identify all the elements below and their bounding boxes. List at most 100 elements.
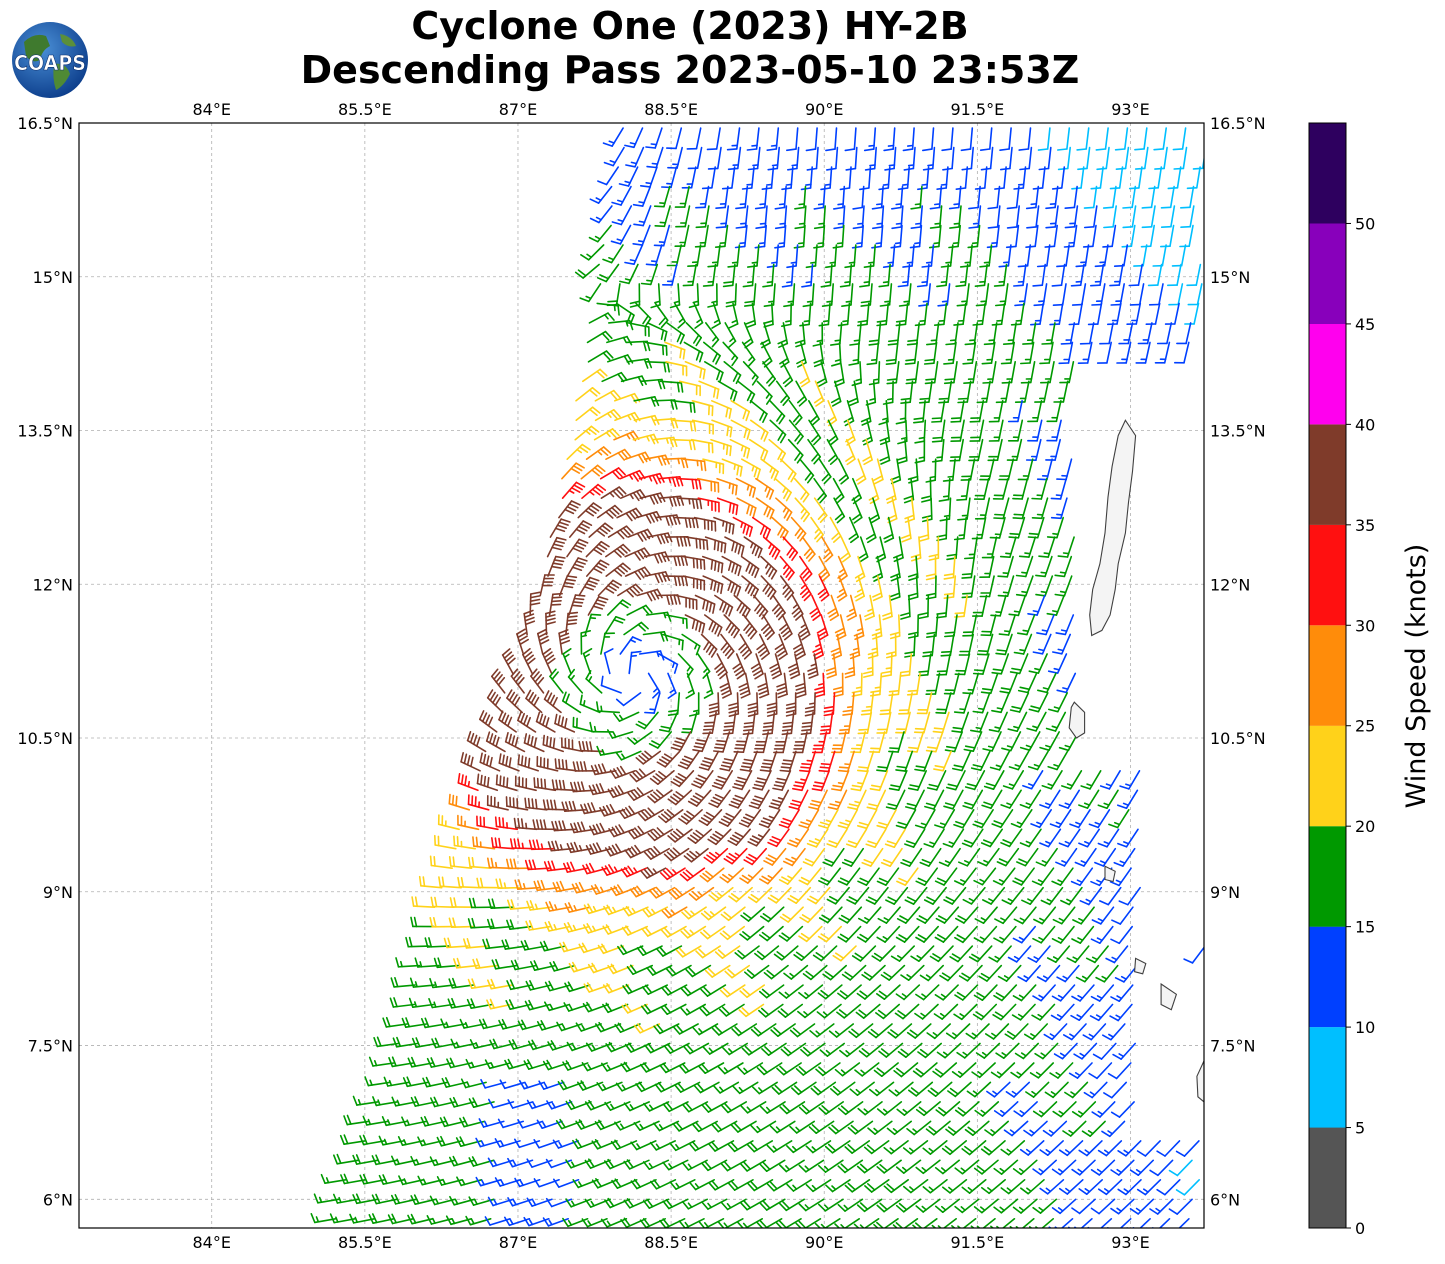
barb-feather — [873, 478, 884, 485]
barb-feather — [782, 759, 794, 762]
barb-feather — [742, 284, 754, 288]
barb-feather — [720, 541, 723, 553]
barb-feather — [1025, 206, 1037, 210]
wind-barb — [603, 146, 625, 167]
wind-barb — [685, 322, 703, 347]
barb-feather — [925, 378, 937, 381]
barb-staff — [1149, 224, 1155, 247]
wind-barb — [624, 451, 651, 464]
barb-feather — [843, 416, 854, 423]
barb-half-feather — [824, 183, 832, 186]
barb-feather — [588, 408, 598, 417]
barb-staff — [1189, 205, 1195, 228]
barb-feather — [913, 417, 925, 421]
wind-barb — [852, 185, 865, 210]
barb-staff — [1015, 185, 1020, 209]
barb-feather — [760, 765, 772, 769]
barb-half-feather — [712, 335, 718, 342]
barb-half-feather — [887, 261, 894, 264]
wind-barb — [1045, 185, 1059, 210]
barb-feather — [692, 334, 700, 344]
wind-barb — [936, 263, 950, 288]
barb-staff — [970, 146, 975, 170]
wind-barb — [1091, 283, 1106, 306]
wind-barb — [682, 458, 707, 472]
barb-feather — [876, 319, 888, 323]
barb-feather — [781, 762, 793, 766]
wind-barb — [684, 360, 706, 380]
wind-barb — [964, 322, 979, 346]
wind-barb — [1071, 283, 1087, 306]
wind-barb — [1051, 263, 1066, 287]
wind-barb — [619, 263, 639, 285]
wind-barb — [910, 185, 923, 210]
wind-barb — [566, 443, 591, 461]
barb-feather — [693, 420, 697, 432]
barb-half-feather — [834, 339, 842, 342]
wind-barb — [825, 127, 838, 152]
barb-feather — [645, 263, 657, 266]
barb-half-feather — [818, 222, 825, 225]
wind-barb — [695, 205, 710, 229]
barb-half-feather — [585, 430, 591, 435]
barb-feather — [1114, 148, 1126, 151]
wind-barb — [781, 263, 794, 288]
barb-half-feather — [837, 203, 844, 206]
barb-half-feather — [765, 183, 773, 186]
barb-feather — [871, 206, 883, 210]
barb-feather — [480, 774, 483, 786]
wind-barb — [640, 263, 659, 286]
barb-feather — [1102, 206, 1114, 209]
wind-barb — [887, 322, 901, 346]
barb-feather — [602, 258, 613, 264]
barb-feather — [574, 594, 586, 597]
barb-feather — [924, 381, 936, 385]
barb-feather — [905, 381, 917, 385]
barb-half-feather — [1002, 591, 1010, 594]
barb-feather — [796, 435, 804, 445]
barb-feather — [602, 352, 611, 361]
barb-feather — [777, 450, 784, 461]
barb-feather — [1103, 226, 1114, 229]
wind-barb — [940, 244, 954, 268]
wind-barb — [624, 127, 644, 149]
barb-feather — [878, 284, 890, 288]
barb-feather — [671, 476, 677, 488]
barb-staff — [1124, 127, 1129, 150]
barb-feather — [938, 397, 950, 400]
barb-feather — [716, 369, 721, 381]
barb-feather — [632, 203, 644, 207]
barb-feather — [715, 226, 727, 229]
barb-staff — [695, 127, 702, 150]
wind-barb — [730, 419, 751, 440]
barb-feather — [921, 265, 933, 268]
barb-feather — [983, 342, 995, 346]
wind-barb — [1102, 185, 1117, 209]
wind-barb — [1134, 127, 1148, 151]
barb-feather — [552, 592, 563, 596]
wind-barb — [988, 419, 1004, 442]
barb-half-feather — [790, 261, 798, 264]
barb-feather — [786, 265, 797, 269]
barb-feather — [735, 226, 747, 229]
wind-barb — [723, 360, 742, 385]
barb-feather — [625, 164, 636, 168]
wind-barb — [593, 428, 620, 441]
barb-feather — [851, 245, 863, 249]
wind-barb — [879, 438, 891, 465]
barb-feather — [578, 446, 589, 454]
barb-feather — [623, 355, 630, 365]
barb-feather — [794, 226, 806, 230]
wind-barb — [1007, 399, 1023, 423]
barb-feather — [642, 315, 649, 325]
wind-barb — [1141, 205, 1156, 229]
barb-feather — [1018, 555, 1030, 558]
barb-feather — [680, 382, 684, 393]
barb-feather — [994, 303, 1006, 307]
wind-barb — [677, 477, 702, 490]
wind-barb — [1057, 127, 1071, 151]
barb-feather — [695, 336, 703, 347]
barb-staff — [1081, 283, 1087, 306]
barb-feather — [962, 362, 974, 365]
wind-barb — [963, 360, 978, 385]
